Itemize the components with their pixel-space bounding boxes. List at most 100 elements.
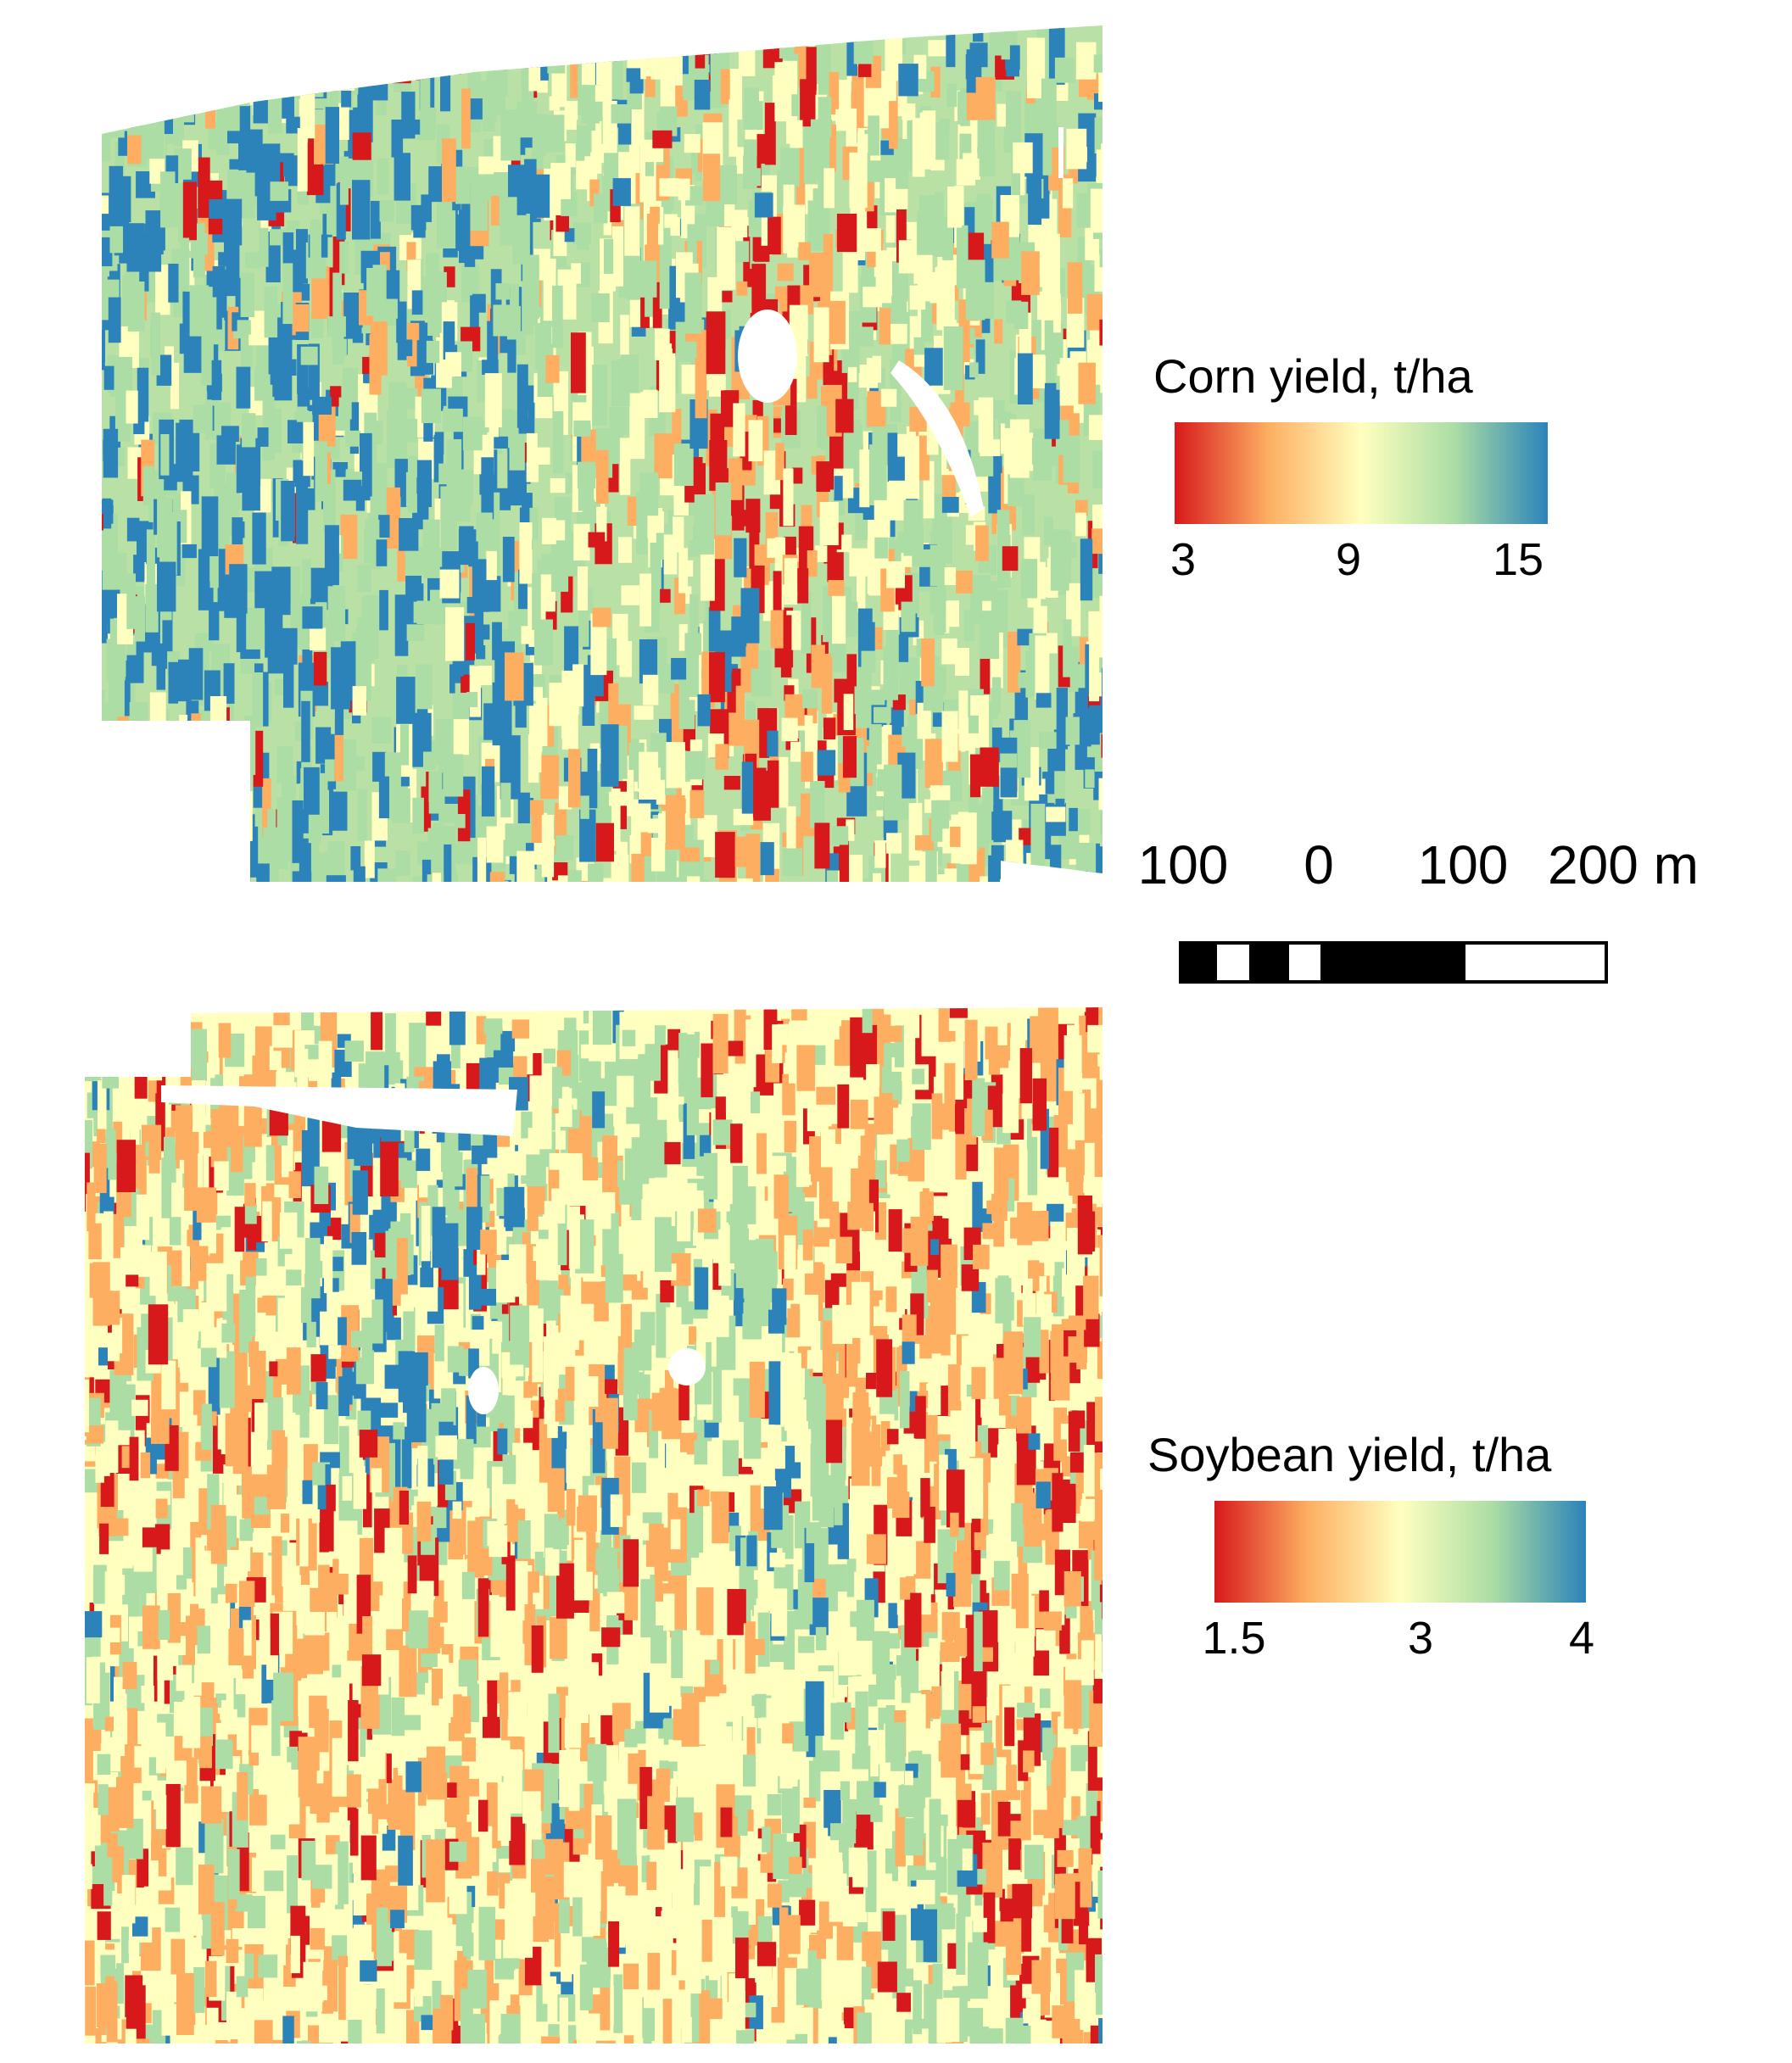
yield-cell — [118, 739, 128, 769]
yield-cell — [281, 70, 294, 119]
yield-cell — [492, 622, 502, 661]
yield-cell — [399, 1929, 419, 1960]
yield-cell — [533, 174, 550, 218]
yield-cell — [782, 848, 803, 876]
yield-cell — [946, 25, 956, 68]
yield-cell — [642, 674, 659, 705]
yield-cell — [1054, 771, 1065, 805]
yield-cell — [1101, 143, 1103, 180]
yield-cell — [477, 1578, 489, 1637]
yield-cell — [370, 463, 388, 521]
yield-cell — [226, 1172, 244, 1196]
yield-cell — [874, 706, 891, 723]
yield-cell — [1005, 839, 1024, 869]
yield-cell — [628, 143, 639, 174]
yield-cell — [393, 39, 407, 55]
yield-cell — [482, 98, 495, 132]
yield-cell — [965, 259, 985, 321]
yield-cell — [1102, 1312, 1103, 1367]
yield-cell — [811, 456, 821, 475]
yield-cell — [193, 404, 213, 433]
yield-cell — [352, 180, 371, 240]
yield-cell — [973, 25, 984, 42]
yield-cell — [586, 1184, 599, 1218]
yield-cell — [146, 105, 165, 159]
yield-cell — [102, 729, 105, 771]
yield-cell — [362, 1474, 372, 1528]
yield-cell — [154, 25, 168, 56]
yield-cell — [693, 1916, 703, 1932]
yield-cell — [571, 263, 581, 284]
yield-cell — [425, 28, 438, 50]
yield-cell — [488, 576, 501, 612]
yield-cell — [563, 676, 572, 714]
yield-cell — [102, 499, 114, 524]
yield-cell — [445, 352, 461, 377]
yield-cell — [312, 396, 332, 415]
yield-cell — [411, 290, 423, 315]
yield-cell — [780, 148, 800, 187]
yield-cell — [170, 1938, 186, 1975]
yield-cell — [142, 724, 153, 759]
yield-cell — [817, 750, 836, 776]
yield-cell — [416, 460, 432, 507]
yield-cell — [200, 36, 216, 89]
yield-cell — [622, 1274, 638, 1291]
yield-cell — [931, 874, 950, 882]
yield-cell — [913, 337, 925, 355]
yield-cell — [695, 357, 707, 419]
yield-cell — [461, 1696, 472, 1734]
yield-cell — [1102, 1917, 1103, 1978]
yield-cell — [889, 101, 898, 149]
yield-cell — [211, 360, 222, 400]
yield-cell — [304, 767, 320, 815]
yield-cell — [453, 719, 469, 756]
yield-cell — [226, 241, 240, 297]
yield-cell — [93, 1043, 110, 1060]
yield-cell — [753, 767, 767, 797]
yield-cell — [578, 880, 591, 882]
yield-cell — [400, 418, 418, 443]
yield-cell — [751, 1091, 761, 1113]
yield-cell — [748, 420, 763, 462]
yield-cell — [253, 730, 264, 787]
yield-cell — [338, 1425, 349, 1486]
yield-cell — [255, 1258, 267, 1276]
yield-cell — [260, 1984, 274, 2010]
yield-cell — [406, 242, 416, 271]
yield-cell — [386, 487, 400, 549]
yield-cell — [813, 307, 829, 363]
yield-cell — [130, 1018, 147, 1057]
yield-cell — [209, 696, 227, 742]
yield-cell — [790, 741, 801, 762]
yield-cell — [421, 388, 441, 423]
yield-cell — [903, 499, 923, 556]
yield-cell — [867, 689, 885, 705]
yield-cell — [290, 859, 299, 881]
yield-cell — [145, 583, 159, 633]
yield-cell — [684, 272, 702, 334]
yield-cell — [468, 541, 478, 567]
yield-cell — [966, 1137, 979, 1172]
yield-cell — [924, 348, 943, 386]
yield-cell — [668, 1739, 678, 1762]
yield-cell — [998, 1429, 1017, 1446]
yield-cell — [652, 130, 673, 148]
yield-cell — [114, 38, 130, 69]
yield-cell — [826, 870, 839, 882]
yield-cell — [402, 307, 412, 324]
yield-cell — [902, 727, 911, 747]
yield-cell — [345, 430, 360, 447]
yield-cell — [157, 734, 166, 754]
yield-cell — [248, 1789, 267, 1826]
yield-cell — [980, 804, 994, 843]
yield-cell — [415, 712, 432, 752]
yield-cell — [829, 72, 840, 115]
yield-cell — [1047, 1127, 1059, 1178]
yield-cell — [86, 681, 101, 739]
yield-cell — [568, 749, 581, 808]
yield-cell — [564, 1601, 574, 1657]
yield-cell — [191, 756, 211, 806]
yield-cell — [493, 304, 514, 337]
yield-cell — [201, 496, 219, 556]
